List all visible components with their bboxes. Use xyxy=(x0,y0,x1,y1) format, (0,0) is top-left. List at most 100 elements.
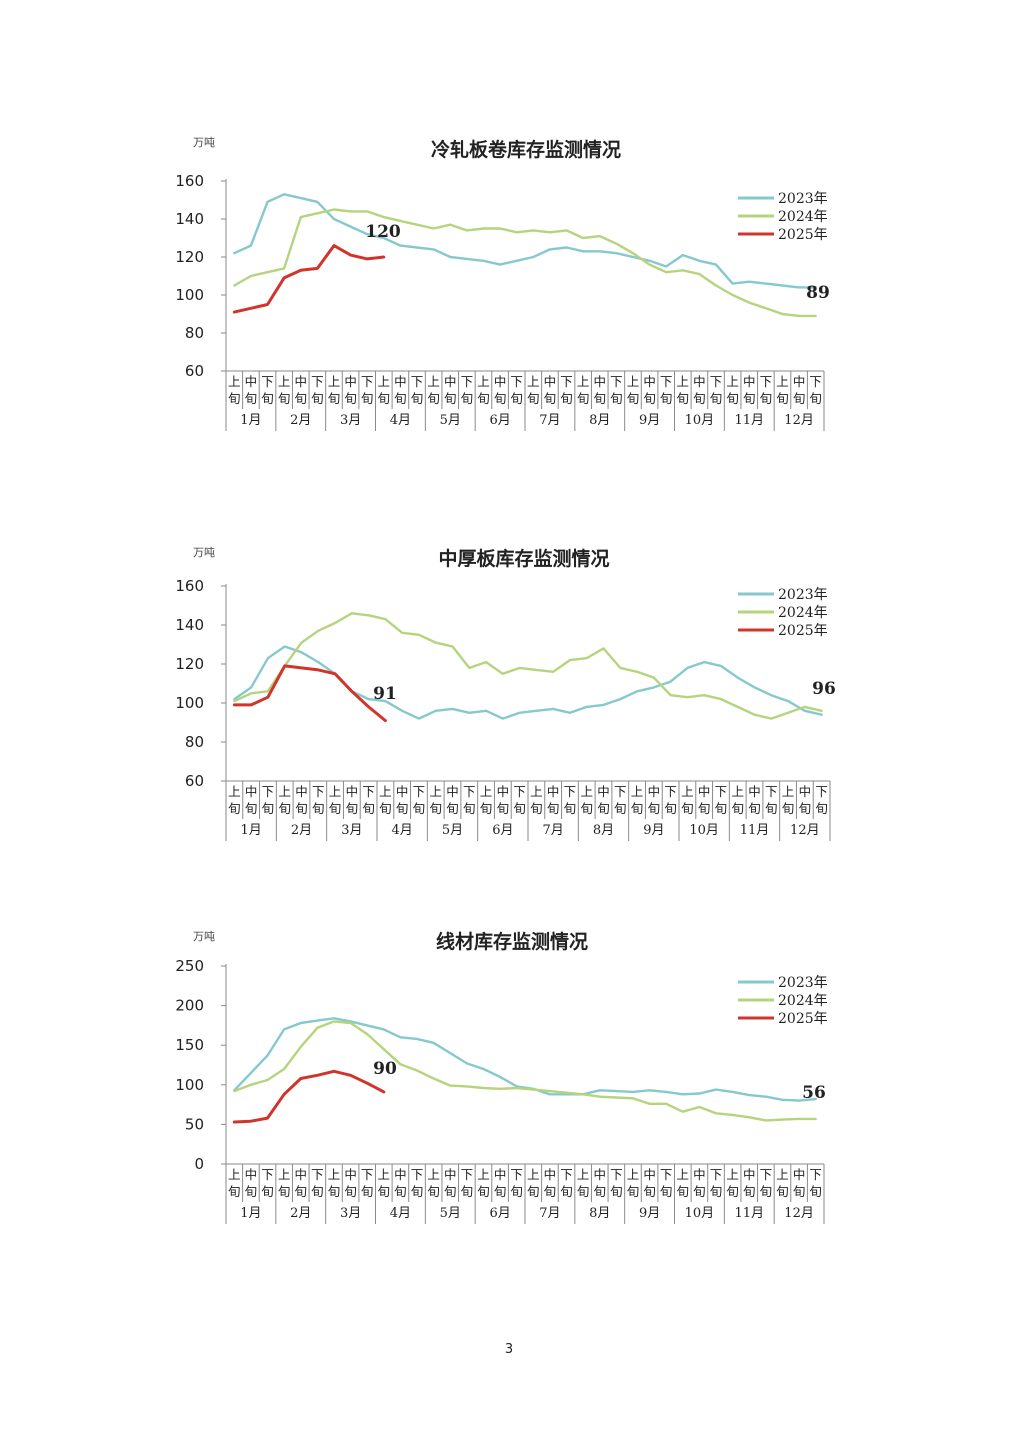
period-tick-label: 上 xyxy=(681,784,694,799)
period-tick-label: 旬 xyxy=(379,801,392,816)
period-tick-label: 中 xyxy=(593,1167,606,1182)
period-tick-label: 旬 xyxy=(311,391,324,406)
month-tick-label: 1月 xyxy=(240,413,261,428)
period-tick-label: 上 xyxy=(329,784,342,799)
y-tick-label: 200 xyxy=(175,997,204,1015)
period-tick-label: 旬 xyxy=(597,801,610,816)
month-tick-label: 12月 xyxy=(790,823,820,838)
period-tick-label: 旬 xyxy=(710,391,723,406)
value-annotation: 96 xyxy=(812,679,836,699)
period-tick-label: 旬 xyxy=(329,801,342,816)
legend-label: 2025年 xyxy=(778,1011,828,1027)
period-tick-label: 中 xyxy=(396,784,409,799)
value-annotation: 90 xyxy=(373,1059,397,1079)
period-tick-label: 上 xyxy=(776,1167,789,1182)
medium-plate-chart-svg: 中厚板库存监测情况万吨6080100120140160上旬中旬下旬上旬中旬下旬上… xyxy=(175,546,836,841)
period-tick-label: 上 xyxy=(427,374,440,389)
period-tick-label: 下 xyxy=(660,374,673,389)
period-tick-label: 下 xyxy=(560,1167,573,1182)
period-tick-label: 旬 xyxy=(461,1184,474,1199)
y-tick-label: 60 xyxy=(185,362,204,380)
period-tick-label: 旬 xyxy=(444,1184,457,1199)
month-tick-label: 6月 xyxy=(492,823,513,838)
period-tick-label: 中 xyxy=(648,784,661,799)
period-tick-label: 旬 xyxy=(394,391,407,406)
period-tick-label: 下 xyxy=(262,784,275,799)
period-tick-label: 上 xyxy=(328,374,341,389)
medium-plate-chart: 中厚板库存监测情况 万吨 60 80 100 120 140 160 上旬中旬下旬上旬中旬下旬上… xyxy=(0,450,1018,870)
period-tick-label: 上 xyxy=(530,784,543,799)
period-tick-label: 下 xyxy=(560,374,573,389)
month-tick-label: 10月 xyxy=(689,823,719,838)
period-tick-label: 旬 xyxy=(677,391,690,406)
period-tick-label: 旬 xyxy=(427,391,440,406)
period-tick-label: 旬 xyxy=(228,391,241,406)
period-tick-label: 下 xyxy=(510,1167,523,1182)
period-tick-label: 旬 xyxy=(494,1184,507,1199)
period-tick-label: 旬 xyxy=(527,1184,540,1199)
period-tick-label: 中 xyxy=(394,374,407,389)
period-tick-label: 旬 xyxy=(378,391,391,406)
period-tick-label: 旬 xyxy=(261,391,274,406)
period-tick-label: 旬 xyxy=(631,801,644,816)
month-tick-label: 10月 xyxy=(685,1206,715,1221)
period-tick-label: 旬 xyxy=(530,801,543,816)
series-line-2023年 xyxy=(233,645,823,720)
period-tick-label: 上 xyxy=(631,784,644,799)
period-tick-label: 旬 xyxy=(743,1184,756,1199)
period-tick-label: 旬 xyxy=(494,391,507,406)
period-tick-label: 旬 xyxy=(627,1184,640,1199)
period-tick-label: 旬 xyxy=(497,801,510,816)
period-tick-label: 旬 xyxy=(743,391,756,406)
month-tick-label: 8月 xyxy=(589,413,610,428)
period-tick-label: 上 xyxy=(379,784,392,799)
period-tick-label: 旬 xyxy=(361,1184,374,1199)
value-annotation: 89 xyxy=(806,283,830,303)
period-tick-label: 中 xyxy=(547,784,560,799)
period-tick-label: 下 xyxy=(461,374,474,389)
period-tick-label: 旬 xyxy=(378,1184,391,1199)
period-tick-label: 旬 xyxy=(660,1184,673,1199)
period-tick-label: 中 xyxy=(743,374,756,389)
period-tick-label: 中 xyxy=(544,1167,557,1182)
period-tick-label: 中 xyxy=(245,784,258,799)
legend-label: 2023年 xyxy=(778,587,828,603)
period-tick-label: 旬 xyxy=(726,391,739,406)
y-tick-label: 100 xyxy=(175,286,204,304)
month-tick-label: 3月 xyxy=(341,823,362,838)
period-tick-label: 旬 xyxy=(344,391,357,406)
period-tick-label: 上 xyxy=(580,784,593,799)
period-tick-label: 旬 xyxy=(261,1184,274,1199)
period-tick-label: 下 xyxy=(614,784,627,799)
month-tick-label: 12月 xyxy=(784,413,814,428)
period-tick-label: 下 xyxy=(710,374,723,389)
legend-label: 2024年 xyxy=(778,993,828,1009)
period-tick-label: 下 xyxy=(461,1167,474,1182)
period-tick-label: 上 xyxy=(577,374,590,389)
series-line-2025年 xyxy=(232,664,387,723)
cold-rolled-chart-svg: 冷轧板卷库存监测情况万吨6080100120140160上旬中旬下旬上旬中旬下旬… xyxy=(175,136,830,431)
y-tick-label: 120 xyxy=(175,655,204,673)
period-tick-label: 中 xyxy=(245,374,258,389)
y-tick-label: 140 xyxy=(175,616,204,634)
month-tick-label: 6月 xyxy=(489,1206,510,1221)
month-tick-label: 9月 xyxy=(639,1206,660,1221)
period-tick-label: 下 xyxy=(261,374,274,389)
period-tick-label: 上 xyxy=(228,1167,241,1182)
period-tick-label: 旬 xyxy=(664,801,677,816)
period-tick-label: 旬 xyxy=(278,1184,291,1199)
month-tick-label: 9月 xyxy=(639,413,660,428)
period-tick-label: 中 xyxy=(294,1167,307,1182)
period-tick-label: 下 xyxy=(463,784,476,799)
series-line-2025年 xyxy=(232,244,386,314)
month-tick-label: 7月 xyxy=(543,823,564,838)
period-tick-label: 旬 xyxy=(311,1184,324,1199)
period-tick-label: 旬 xyxy=(245,801,258,816)
month-tick-label: 11月 xyxy=(734,1206,764,1221)
legend-label: 2025年 xyxy=(778,227,828,243)
month-tick-label: 5月 xyxy=(442,823,463,838)
period-tick-label: 中 xyxy=(693,374,706,389)
period-tick-label: 旬 xyxy=(577,391,590,406)
period-tick-label: 旬 xyxy=(726,1184,739,1199)
month-tick-label: 7月 xyxy=(539,413,560,428)
